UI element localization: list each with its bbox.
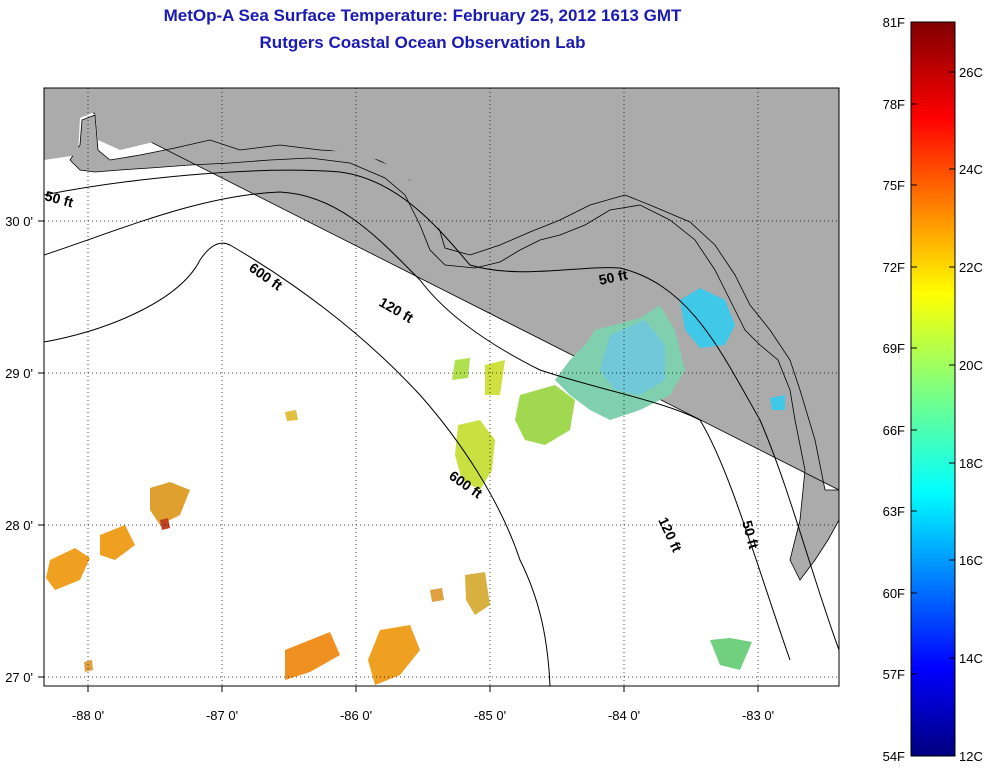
lon-label: -86 0'	[340, 708, 372, 723]
colorbar-c-label: 18C	[959, 456, 983, 471]
contour-label: 50 ft	[597, 266, 629, 288]
colorbar-f-label: 54F	[883, 749, 905, 764]
map-frame	[43, 87, 840, 687]
lat-label: 27 0'	[5, 670, 33, 685]
colorbar-f-label: 60F	[883, 586, 905, 601]
colorbar-f-label: 57F	[883, 667, 905, 682]
lat-label: 30 0'	[5, 214, 33, 229]
colorbar-c-label: 26C	[959, 65, 983, 80]
sst-patches	[46, 288, 785, 685]
colorbar-c-label: 14C	[959, 651, 983, 666]
lon-label: -83 0'	[742, 708, 774, 723]
colorbar-f-label: 75F	[883, 178, 905, 193]
lon-label: -87 0'	[206, 708, 238, 723]
lon-label: -84 0'	[608, 708, 640, 723]
depth-contours	[44, 169, 839, 686]
lat-label: 28 0'	[5, 518, 33, 533]
colorbar-f-label: 66F	[883, 423, 905, 438]
colorbar	[910, 21, 956, 757]
colorbar-f-label: 78F	[883, 97, 905, 112]
colorbar-f-label: 63F	[883, 504, 905, 519]
map-subtitle: Rutgers Coastal Ocean Observation Lab	[259, 33, 586, 52]
map-title: MetOp-A Sea Surface Temperature: Februar…	[163, 6, 682, 25]
land-mass	[44, 88, 839, 581]
colorbar-c-label: 12C	[959, 749, 983, 764]
lat-label: 29 0'	[5, 366, 33, 381]
colorbar-f-label: 69F	[883, 341, 905, 356]
contour-label: 50 ft	[739, 519, 762, 551]
lon-label: -88 0'	[72, 708, 104, 723]
colorbar-f-label: 81F	[883, 15, 905, 30]
colorbar-c-label: 22C	[959, 260, 983, 275]
colorbar-f-label: 72F	[883, 260, 905, 275]
graticule	[44, 88, 839, 686]
contour-label: 50 ft	[43, 187, 75, 210]
colorbar-c-label: 16C	[959, 553, 983, 568]
lon-label: -85 0'	[474, 708, 506, 723]
colorbar-c-label: 20C	[959, 358, 983, 373]
colorbar-c-label: 24C	[959, 162, 983, 177]
